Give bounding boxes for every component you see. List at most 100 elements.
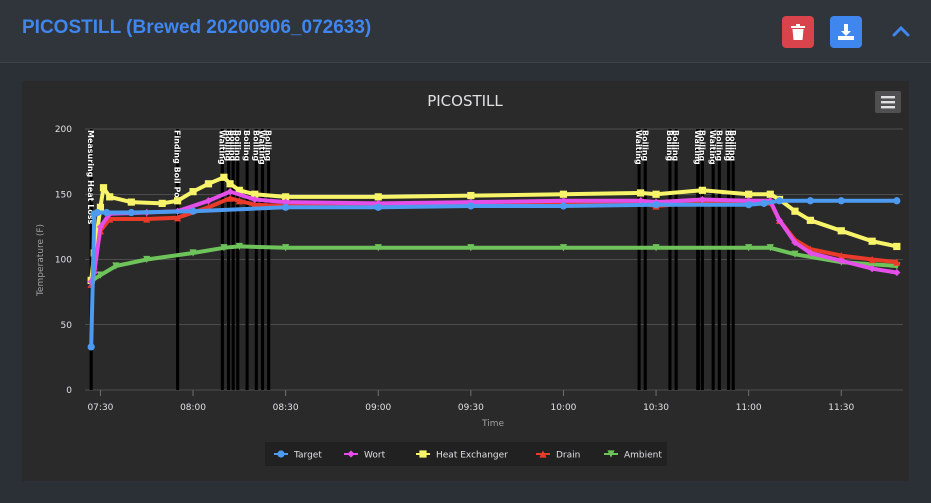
plot-band (267, 129, 271, 390)
point (419, 450, 427, 458)
point (282, 244, 290, 252)
hamburger-menu-icon (881, 96, 895, 109)
point (251, 201, 259, 209)
point (251, 190, 259, 198)
point (467, 202, 475, 210)
point (226, 180, 234, 188)
download-button[interactable] (830, 16, 862, 48)
point (868, 265, 876, 273)
plot-band (727, 129, 731, 390)
point (282, 193, 290, 201)
point (791, 207, 799, 215)
plot-band-label: Boiling (728, 130, 737, 162)
chart-panel: PICOSTILL Measuring Heat Loss Finding Boi… (22, 81, 909, 481)
point (189, 249, 197, 257)
point (226, 194, 234, 202)
plot-band-label: Measuring Heat Loss (86, 130, 95, 225)
point (106, 215, 114, 223)
point (235, 197, 243, 205)
point (467, 191, 475, 200)
point (143, 255, 151, 264)
plot-band (674, 129, 678, 390)
point (158, 199, 166, 207)
point (103, 208, 111, 217)
point (235, 242, 243, 251)
point (539, 450, 547, 458)
y-tick-label: 150 (55, 190, 72, 200)
point (559, 190, 568, 198)
point (893, 258, 901, 266)
point (220, 173, 228, 181)
point (277, 450, 285, 458)
point (96, 203, 105, 211)
point (652, 190, 660, 198)
point (347, 450, 355, 458)
point (99, 184, 108, 192)
point (189, 188, 197, 196)
point (652, 244, 660, 252)
plot-band (668, 129, 672, 390)
y-axis-title: Temperature (F) (36, 224, 46, 297)
point (637, 189, 645, 197)
legend-label: Wort (364, 451, 386, 461)
point (893, 268, 901, 277)
point (893, 197, 901, 205)
point (374, 244, 382, 252)
point (652, 201, 660, 209)
plot-band (236, 129, 240, 390)
plot-band-label: Boiling (264, 130, 273, 162)
point (745, 244, 753, 252)
point (775, 197, 784, 205)
point (893, 242, 901, 251)
y-tick-label: 50 (61, 321, 73, 331)
point (791, 250, 799, 258)
point (791, 238, 799, 247)
page-title: PICOSTILL (Brewed 20200906_072633) (22, 17, 372, 38)
point (374, 203, 382, 211)
x-tick-label: 11:00 (736, 403, 762, 413)
legend-label: Ambient (624, 451, 662, 461)
legend-item-target: Target (274, 450, 322, 461)
plot-band-label: Finding Boil Po (173, 130, 182, 198)
plot-band (260, 129, 265, 390)
point (868, 255, 876, 264)
point (698, 186, 706, 194)
plot-band-label: Boiling (697, 130, 706, 162)
chart-menu-button[interactable] (875, 91, 901, 113)
plot-band-label: Waiting (634, 130, 643, 165)
x-tick-label: 07:30 (87, 403, 113, 413)
plot-band-label: Boiling (640, 130, 649, 162)
card-header: PICOSTILL (Brewed 20200906_072633) (0, 0, 931, 63)
plot-band (245, 129, 249, 390)
point (607, 450, 615, 458)
point (806, 249, 814, 257)
point (96, 223, 105, 231)
y-tick-label: 100 (55, 256, 72, 266)
point (189, 207, 197, 215)
plot-band (226, 129, 231, 390)
plot-band-label: Waiting (257, 130, 266, 165)
point (143, 215, 151, 223)
point (837, 257, 845, 265)
plot-band (637, 129, 641, 390)
point (698, 195, 706, 204)
temperature-chart: PICOSTILL Measuring Heat Loss Finding Boi… (36, 91, 903, 466)
collapse-button[interactable] (888, 18, 914, 44)
download-icon (838, 24, 854, 40)
plot-band-label: Boiling (224, 130, 233, 162)
point (174, 197, 182, 205)
point (282, 198, 290, 206)
plot-band-label: Boiling (242, 130, 251, 162)
delete-button[interactable] (782, 16, 814, 48)
point (251, 195, 259, 204)
point (235, 186, 243, 194)
legend-item-heat-exchanger: Heat Exchanger (416, 450, 508, 461)
trash-icon (791, 24, 805, 40)
legend-item-wort: Wort (344, 450, 386, 461)
point (868, 237, 876, 245)
point (204, 197, 213, 205)
point (559, 244, 568, 252)
point (637, 197, 645, 205)
point (559, 202, 568, 210)
plot-band (220, 129, 224, 390)
